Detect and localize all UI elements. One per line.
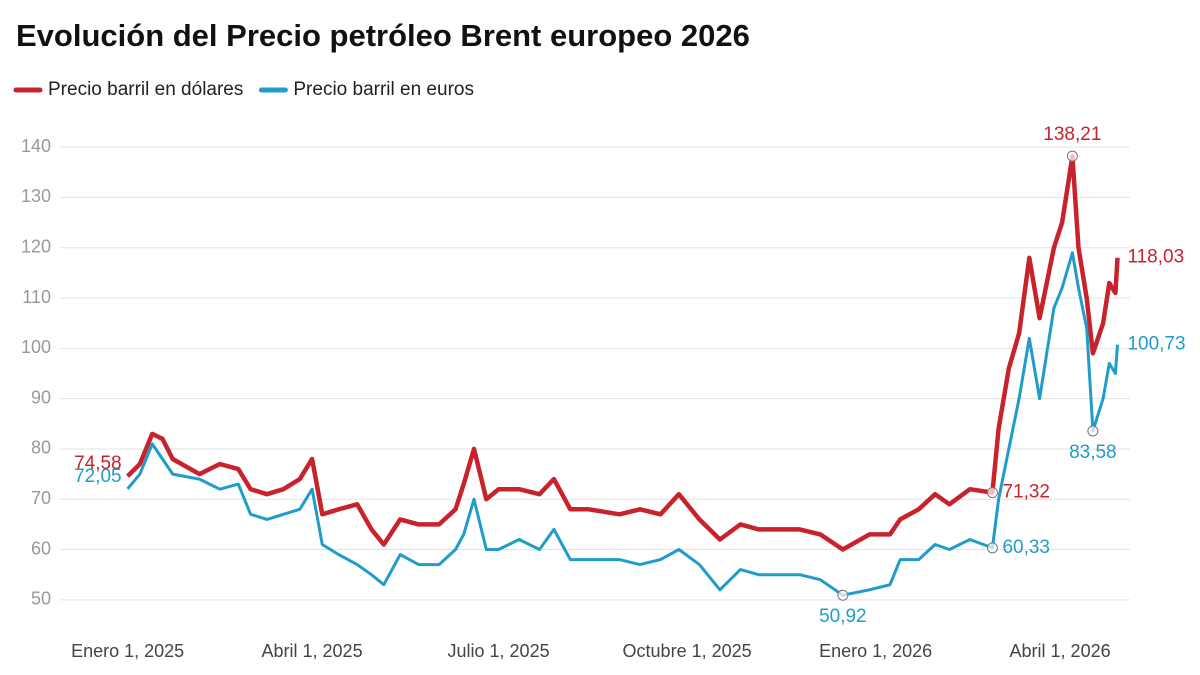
y-tick-label: 100: [21, 337, 51, 357]
point-marker: [986, 542, 998, 554]
value-label: 83,58: [1069, 442, 1117, 463]
x-tick-label: Julio 1, 2025: [448, 641, 550, 661]
y-tick-label: 110: [22, 287, 51, 307]
y-tick-label: 130: [21, 186, 51, 206]
y-tick-label: 140: [21, 136, 51, 156]
y-tick-label: 50: [31, 589, 51, 609]
y-tick-label: 80: [31, 438, 51, 458]
value-label: 60,33: [1002, 537, 1050, 558]
y-tick-label: 60: [31, 538, 51, 558]
y-tick-label: 90: [31, 387, 51, 407]
point-marker: [837, 589, 849, 601]
value-label: 50,92: [819, 606, 867, 627]
legend-label: Precio barril en euros: [293, 79, 474, 100]
y-tick-label: 120: [21, 237, 51, 257]
x-tick-label: Enero 1, 2025: [71, 641, 184, 661]
x-tick-label: Abril 1, 2025: [262, 641, 363, 661]
value-label: 118,03: [1127, 247, 1184, 268]
series-line: [126, 251, 1119, 597]
x-tick-label: Enero 1, 2026: [819, 641, 932, 661]
x-tick-label: Octubre 1, 2025: [623, 641, 752, 661]
y-tick-label: 70: [31, 488, 51, 508]
point-marker: [986, 487, 998, 499]
value-label: 74,58: [74, 453, 122, 474]
legend-label: Precio barril en dólares: [48, 79, 243, 100]
chart-title: Evolución del Precio petróleo Brent euro…: [16, 18, 750, 53]
series-line: [126, 153, 1120, 552]
value-label: 100,73: [1127, 334, 1185, 355]
value-label: 138,21: [1043, 124, 1101, 145]
point-marker: [1087, 425, 1099, 437]
value-label: 72,05: [74, 466, 122, 487]
value-label: 71,32: [1002, 482, 1050, 503]
point-marker: [1066, 150, 1078, 162]
x-tick-label: Abril 1, 2026: [1010, 641, 1111, 661]
